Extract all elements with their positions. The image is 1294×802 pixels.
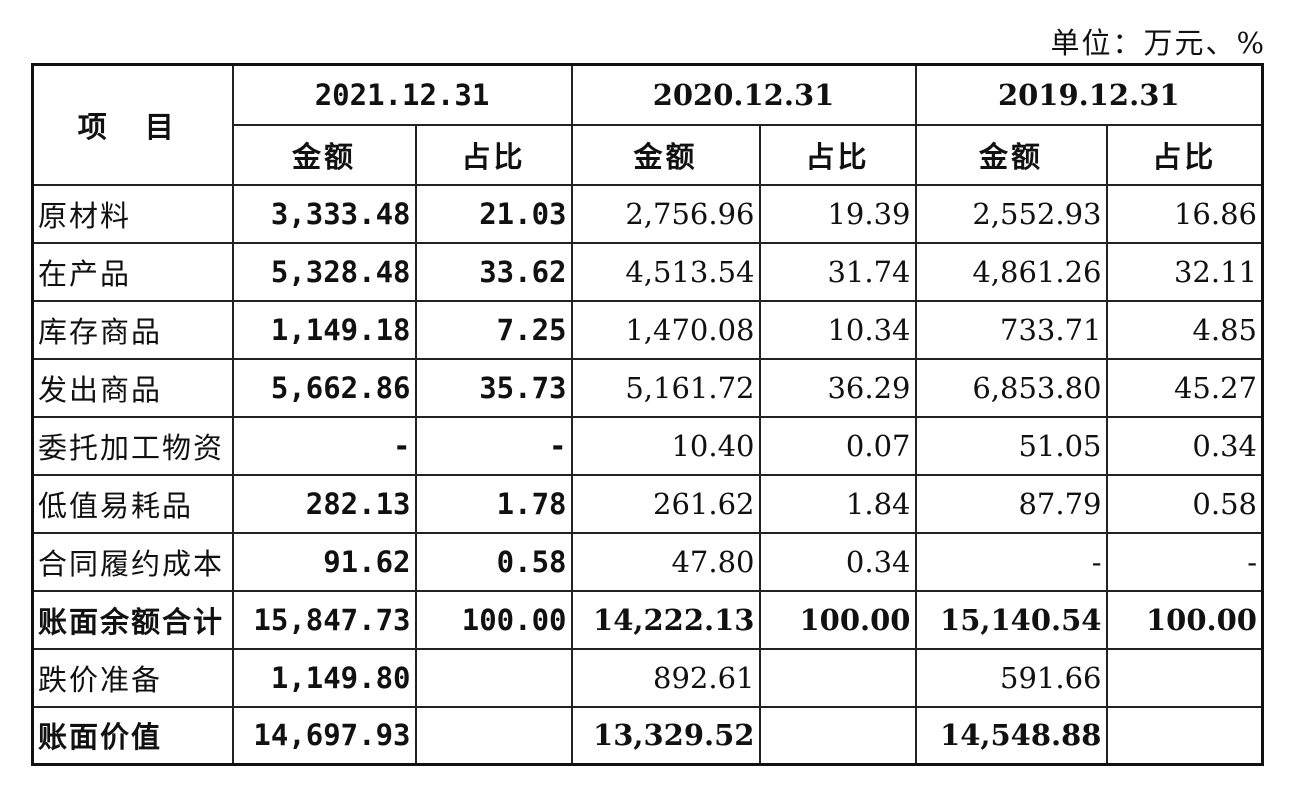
table-row: 发出商品 5,662.86 35.73 5,161.72 36.29 6,853.80 45…: [31, 357, 1264, 418]
table-cell: 1,470.08: [570, 299, 761, 360]
table-cell: 31.74: [758, 241, 917, 302]
table-cell: 16.86: [1105, 183, 1264, 244]
table-cell: 261.62: [570, 473, 761, 534]
table-cell: 282.13: [231, 473, 417, 534]
table-cell: 32.11: [1105, 241, 1264, 302]
table-row: 原材料 3,333.48 21.03 2,756.96 19.39 2,552.93 16.…: [31, 183, 1264, 244]
table-cell: 1.78: [414, 473, 573, 534]
table-cell: 1,149.80: [231, 647, 417, 708]
table-cell: 14,222.13: [570, 589, 761, 650]
table-cell: 14,548.88: [914, 705, 1108, 766]
table-cell: -: [231, 415, 417, 476]
table-row: 低值易耗品 282.13 1.78 261.62 1.84 87.79 0.58: [31, 473, 1264, 534]
table-cell: 15,847.73: [231, 589, 417, 650]
table-cell: 1.84: [758, 473, 917, 534]
table-row: 跌价准备 1,149.80 892.61 591.66: [31, 647, 1264, 708]
table-cell: [414, 647, 573, 708]
table-cell: -: [1105, 531, 1264, 592]
table-cell: 4,513.54: [570, 241, 761, 302]
table-cell: 0.58: [1105, 473, 1264, 534]
header-year-2020: 2020.12.31: [570, 63, 917, 126]
header-ratio-2020: 占比: [758, 123, 917, 186]
table-cell: 4,861.26: [914, 241, 1108, 302]
table-cell: 6,853.80: [914, 357, 1108, 418]
table-cell: 45.27: [1105, 357, 1264, 418]
table-cell: 591.66: [914, 647, 1108, 708]
table-cell: -: [914, 531, 1108, 592]
row-label: 账面价值: [31, 705, 234, 766]
table-cell: 15,140.54: [914, 589, 1108, 650]
table-cell: 5,161.72: [570, 357, 761, 418]
table-row: 委托加工物资 - -10.40 0.07 51.05 0.34: [31, 415, 1264, 476]
header-amount-2020: 金额: [570, 123, 761, 186]
table-cell: 21.03: [414, 183, 573, 244]
row-label: 发出商品: [31, 357, 234, 418]
table-cell: 33.62: [414, 241, 573, 302]
table-cell: [1105, 647, 1264, 708]
table-cell: [758, 647, 917, 708]
table-row: 在产品 5,328.48 33.62 4,513.54 31.74 4,861.26 32.…: [31, 241, 1264, 302]
header-amount-2019: 金额: [914, 123, 1108, 186]
table-cell: 5,328.48: [231, 241, 417, 302]
table-cell: 51.05: [914, 415, 1108, 476]
table-cell: [758, 705, 917, 766]
header-amount-2021: 金额: [231, 123, 417, 186]
table-cell: 0.58: [414, 531, 573, 592]
table-cell: 4.85: [1105, 299, 1264, 360]
table-cell: 5,662.86: [231, 357, 417, 418]
row-label: 原材料: [31, 183, 234, 244]
table-cell: 733.71: [914, 299, 1108, 360]
table-cell: 10.40: [570, 415, 761, 476]
table-cell: 0.07: [758, 415, 917, 476]
header-item: 项 目: [31, 63, 234, 186]
table-cell: 100.00: [414, 589, 573, 650]
unit-note: 单位：万元、%: [1050, 26, 1266, 60]
table-row: 账面价值 14,697.93 13,329.52 14,548.88: [31, 705, 1264, 766]
row-label: 账面余额合计: [31, 589, 234, 650]
table-cell: [414, 705, 573, 766]
row-label: 委托加工物资: [31, 415, 234, 476]
table-row: 库存商品 1,149.18 7.25 1,470.08 10.34 733.71 4.85: [31, 299, 1264, 360]
table-cell: 100.00: [758, 589, 917, 650]
row-label: 低值易耗品: [31, 473, 234, 534]
table-cell: 19.39: [758, 183, 917, 244]
row-label: 在产品: [31, 241, 234, 302]
header-year-2021: 2021.12.31: [231, 63, 573, 126]
table-cell: 35.73: [414, 357, 573, 418]
table-cell: [1105, 705, 1264, 766]
row-label: 库存商品: [31, 299, 234, 360]
table-row: 合同履约成本 91.62 0.58 47.80 0.34- -: [31, 531, 1264, 592]
row-label: 跌价准备: [31, 647, 234, 708]
table-cell: 1,149.18: [231, 299, 417, 360]
table-cell: 892.61: [570, 647, 761, 708]
table-cell: 47.80: [570, 531, 761, 592]
table-cell: 2,756.96: [570, 183, 761, 244]
inventory-table: 项 目 2021.12.31 2020.12.31 2019.12.31 金额 …: [31, 63, 1264, 766]
table-cell: 3,333.48: [231, 183, 417, 244]
header-year-2019: 2019.12.31: [914, 63, 1264, 126]
header-ratio-2019: 占比: [1105, 123, 1264, 186]
table-cell: 2,552.93: [914, 183, 1108, 244]
table-cell: 13,329.52: [570, 705, 761, 766]
table-cell: 14,697.93: [231, 705, 417, 766]
table-cell: 0.34: [758, 531, 917, 592]
row-label: 合同履约成本: [31, 531, 234, 592]
table-cell: 0.34: [1105, 415, 1264, 476]
table-row: 账面余额合计 15,847.73 100.00 14,222.13 100.00 15,1…: [31, 589, 1264, 650]
table-cell: 7.25: [414, 299, 573, 360]
table-cell: -: [414, 415, 573, 476]
table-cell: 91.62: [231, 531, 417, 592]
table-cell: 87.79: [914, 473, 1108, 534]
table-cell: 10.34: [758, 299, 917, 360]
table-cell: 100.00: [1105, 589, 1264, 650]
header-ratio-2021: 占比: [414, 123, 573, 186]
table-cell: 36.29: [758, 357, 917, 418]
